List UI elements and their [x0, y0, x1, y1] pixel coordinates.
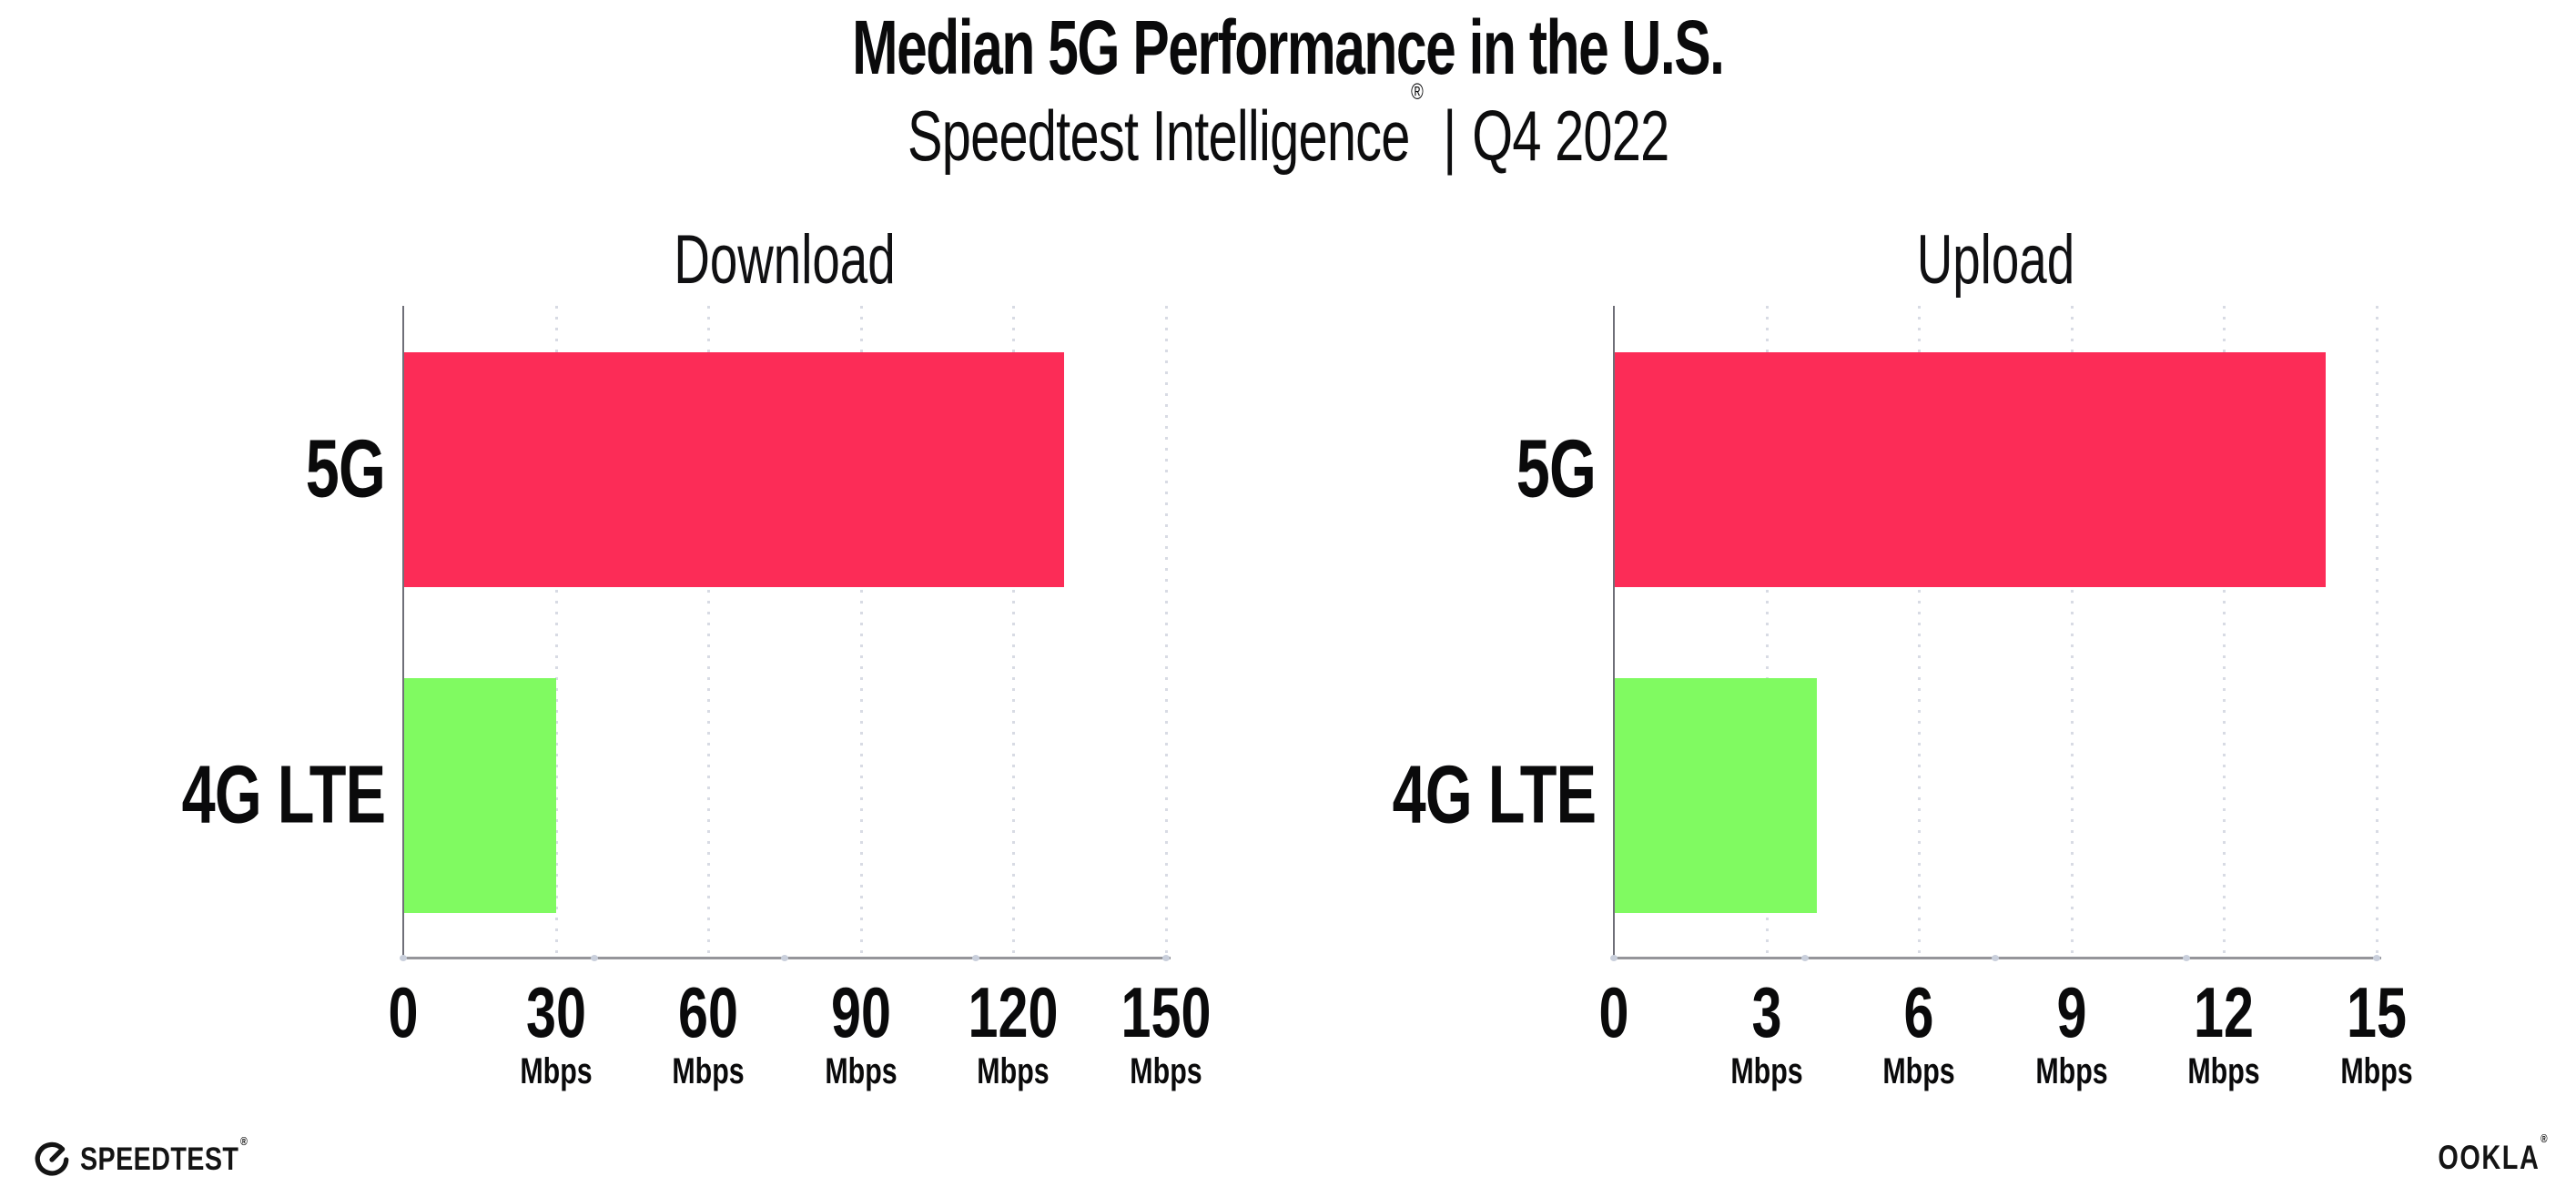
tick-unit: Mbps — [1882, 1051, 1955, 1091]
bar-5g — [1614, 352, 2327, 587]
axis-dot — [1800, 955, 1809, 961]
axis-dot — [590, 955, 598, 961]
tick-value: 9 — [2056, 972, 2087, 1052]
chart-upload: Upload 5G 4G LTE 0 3 Mbps 6 Mbps 9 Mbps 12 Mbps 15 M… — [1392, 221, 2412, 1091]
tick-value: 90 — [830, 972, 891, 1052]
bar-5g — [403, 352, 1065, 587]
tick-unit: Mbps — [977, 1051, 1050, 1091]
tick-unit: Mbps — [2187, 1051, 2261, 1091]
axis-dot — [1162, 955, 1170, 961]
ookla-wordmark: OOKLA — [2438, 1139, 2541, 1176]
gridline — [1918, 306, 1922, 959]
tick-value: 60 — [678, 972, 739, 1052]
x-tick-label: 15 Mbps — [2329, 977, 2424, 1091]
category-label-5g: 5G — [305, 423, 386, 515]
bar-4g-lte — [403, 678, 556, 913]
axis-dot — [2182, 955, 2190, 961]
axis-dot — [1610, 955, 1618, 961]
tick-value: 30 — [525, 972, 586, 1052]
tick-value: 0 — [388, 972, 419, 1052]
speedtest-logo: SPEEDTEST® — [33, 1134, 285, 1179]
chart-title-upload: Upload — [1916, 221, 2074, 299]
tick-unit: Mbps — [672, 1051, 745, 1091]
tick-value: 0 — [1598, 972, 1629, 1052]
category-label-5g: 5G — [1516, 423, 1597, 515]
chart-download: Download 5G 4G LTE 0 30 Mbps 60 Mbps 90 Mbps 120 M… — [181, 221, 1211, 1091]
gridline — [2376, 306, 2378, 959]
axis-dot — [2373, 955, 2380, 961]
page-subtitle: Speedtest Intelligence® | Q4 2022 — [0, 81, 2576, 178]
x-tick-label: 30 Mbps — [508, 977, 603, 1091]
tick-unit: Mbps — [2340, 1051, 2413, 1091]
gridline — [2223, 306, 2226, 959]
x-tick-label: 6 Mbps — [1871, 977, 1966, 1091]
speedtest-wordmark: SPEEDTEST® — [80, 1134, 248, 1177]
x-tick-label: 120 Mbps — [954, 977, 1072, 1091]
y-axis-line — [402, 306, 404, 959]
x-tick-label: 3 Mbps — [1719, 977, 1813, 1091]
x-tick-label: 150 Mbps — [1107, 977, 1225, 1091]
tick-unit: Mbps — [519, 1051, 593, 1091]
x-tick-label: 12 Mbps — [2176, 977, 2271, 1091]
x-tick-label: 0 — [383, 977, 422, 1091]
tick-value: 150 — [1121, 972, 1212, 1052]
category-label-4g-lte: 4G LTE — [181, 749, 385, 841]
registered-mark: ® — [2540, 1131, 2549, 1145]
axis-dot — [781, 955, 788, 961]
y-axis-line — [1613, 306, 1615, 959]
speedtest-gauge-icon — [35, 1141, 69, 1176]
tick-unit: Mbps — [825, 1051, 898, 1091]
x-tick-label: 60 Mbps — [661, 977, 756, 1091]
bar-4g-lte — [1614, 678, 1818, 913]
gridline — [2070, 306, 2074, 959]
x-tick-label: 0 — [1594, 977, 1633, 1091]
tick-unit: Mbps — [2035, 1051, 2108, 1091]
tick-unit: Mbps — [1729, 1051, 1803, 1091]
registered-mark: ® — [1410, 79, 1424, 105]
tick-unit: Mbps — [1130, 1051, 1202, 1091]
gridline — [1765, 306, 1769, 959]
tick-unit — [389, 1051, 419, 1091]
axis-dot — [400, 955, 407, 961]
tick-value: 120 — [968, 972, 1059, 1052]
gridline — [1012, 306, 1016, 959]
axis-dot — [971, 955, 979, 961]
tick-value: 3 — [1751, 972, 1782, 1052]
subtitle-period: Q4 2022 — [1472, 96, 1669, 176]
tick-value: 15 — [2347, 972, 2407, 1052]
subtitle-separator: | — [1442, 96, 1456, 176]
tick-value: 6 — [1903, 972, 1934, 1052]
page-title: Median 5G Performance in the U.S. — [852, 5, 1725, 90]
tick-value: 12 — [2194, 972, 2255, 1052]
x-tick-label: 9 Mbps — [2024, 977, 2119, 1091]
gridline — [707, 306, 711, 959]
ookla-logo: OOKLA® — [2407, 1131, 2549, 1177]
gridline — [859, 306, 863, 959]
tick-unit — [1599, 1051, 1629, 1091]
subtitle-brand: Speedtest Intelligence — [907, 96, 1410, 176]
registered-mark: ® — [239, 1134, 248, 1149]
category-label-4g-lte: 4G LTE — [1392, 749, 1596, 841]
x-tick-label: 90 Mbps — [814, 977, 908, 1091]
gridline — [554, 306, 558, 959]
gridline — [1165, 306, 1168, 959]
axis-dot — [1992, 955, 1999, 961]
chart-title-download: Download — [674, 221, 896, 299]
